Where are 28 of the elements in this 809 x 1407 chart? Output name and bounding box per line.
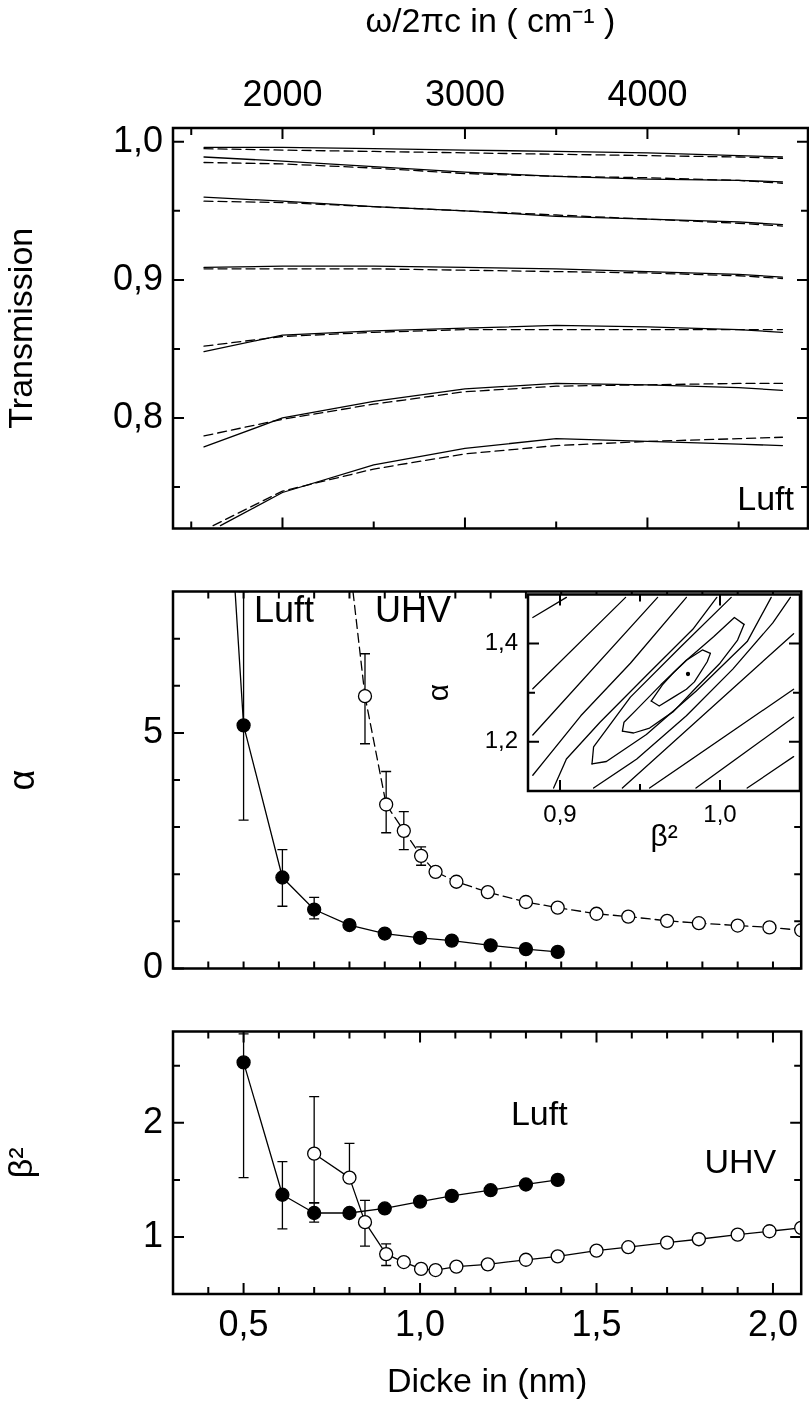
x-axis-title: Dicke in (nm) bbox=[386, 1360, 588, 1399]
y-tick-label: 0,9 bbox=[112, 256, 163, 298]
y-tick-label: 1,2 bbox=[484, 726, 518, 754]
annotation: Luft bbox=[254, 589, 315, 630]
x-tick-label: 0,5 bbox=[218, 1302, 269, 1344]
y-tick-label: 1,0 bbox=[112, 118, 163, 160]
y-tick-label: 0,8 bbox=[112, 394, 163, 436]
series-label: Luft bbox=[510, 1093, 569, 1132]
y-axis-title: β² bbox=[0, 1147, 39, 1179]
x-tick-label: 1,0 bbox=[395, 1302, 446, 1344]
legend-label: UHV bbox=[704, 1141, 777, 1180]
y-axis-title: α bbox=[421, 684, 455, 702]
annotation: Luft bbox=[737, 479, 795, 518]
y-tick-label: 1,4 bbox=[484, 628, 518, 656]
y-axis-title: α bbox=[0, 769, 42, 791]
x-tick-label: 1,5 bbox=[571, 1302, 622, 1344]
y-tick-label: 2 bbox=[142, 1099, 163, 1141]
x-tick-label: 2000 bbox=[242, 73, 323, 115]
x-tick-label: 3000 bbox=[424, 73, 505, 115]
y-axis-title: Transmission bbox=[0, 227, 39, 429]
y-tick-label: 5 bbox=[142, 709, 163, 751]
x-axis-title: β² bbox=[650, 819, 678, 853]
x-tick-label: 2,0 bbox=[747, 1302, 798, 1344]
y-tick-label: 0 bbox=[142, 945, 163, 987]
y-tick-label: 1 bbox=[142, 1213, 163, 1255]
x-tick-label: 4000 bbox=[607, 73, 688, 115]
annotation: UHV bbox=[375, 589, 452, 630]
x-axis-title: ω/2πc in ( cm⁻¹ ) bbox=[365, 0, 616, 39]
